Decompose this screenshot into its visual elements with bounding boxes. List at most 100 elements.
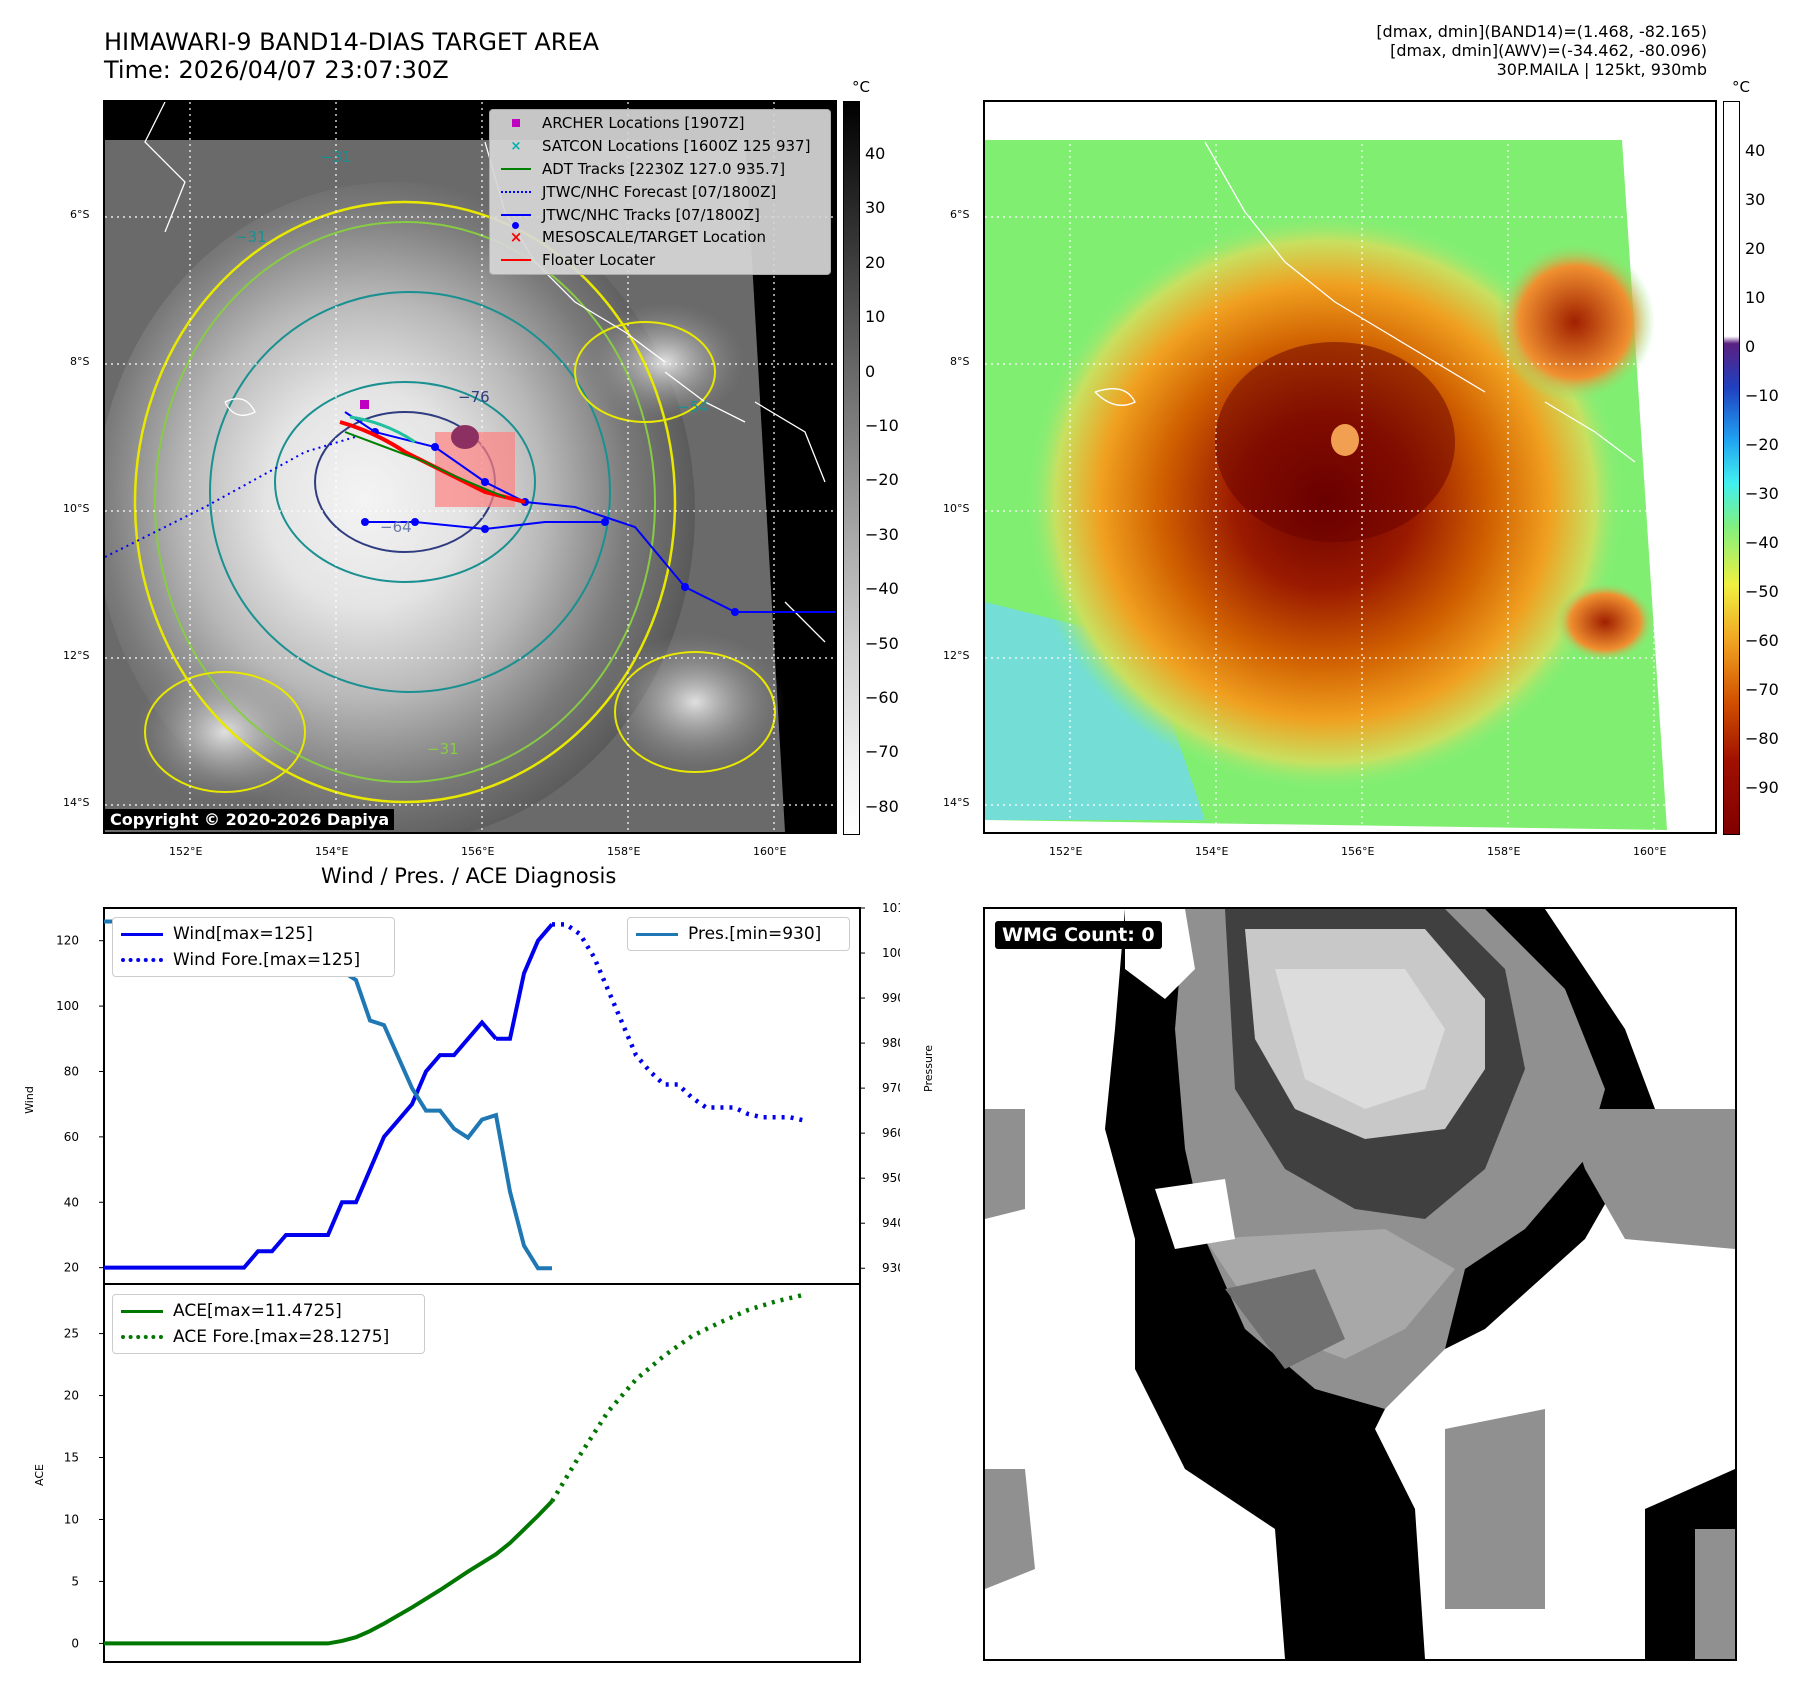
pressure-tick-label: 980 [882,1036,900,1050]
legend-item-jtwc-tracks: JTWC/NHC Tracks [07/1800Z] [490,203,830,229]
pressure-legend: Pres.[min=930] [627,917,850,951]
dotted-line-icon [490,190,542,193]
lon-tick-label: 154°E [315,845,349,858]
wind-legend: Wind[max=125] Wind Fore.[max=125] [112,917,395,977]
colorbar-tick-label: −30 [1745,484,1779,503]
diagnosis-chart: 2040608010012093094095096097098099010001… [23,901,900,1663]
figure-title: HIMAWARI-9 BAND14-DIAS TARGET AREA Time:… [104,28,599,84]
lon-tick-label: 154°E [1195,845,1229,858]
awv-map-panel [983,100,1717,834]
pressure-axis-label: Pressure [922,1045,935,1092]
ace-tick-label: 5 [71,1574,79,1588]
contour-label: −64 [380,518,412,536]
series-line-1 [496,923,554,1041]
colorbar-tick-label: 20 [865,252,886,272]
colorbar-tick-label: −40 [1745,533,1779,552]
ace-tick-label: 15 [64,1451,79,1465]
legend-item-wind: Wind[max=125] [121,921,386,947]
series-line-2 [552,922,805,1123]
ace-series-line-0 [104,1499,554,1646]
contour-label: −31 [320,148,352,166]
legend-item-pressure: Pres.[min=930] [636,921,841,947]
awv-colorbar [1723,101,1740,835]
colorbar-tick-label: −10 [865,416,899,435]
wmg-count-label: WMG Count: 0 [995,921,1162,949]
colorbar-tick-label: −10 [1745,386,1779,405]
wind-tick-label: 120 [56,934,79,948]
title-line-1: HIMAWARI-9 BAND14-DIAS TARGET AREA [104,28,600,56]
ir-legend: ARCHER Locations [1907Z] × SATCON Locati… [489,109,831,275]
wind-tick-label: 60 [64,1130,79,1144]
lat-tick-label: 10°S [63,502,90,515]
copyright-label: Copyright © 2020-2026 Dapiya [105,809,395,830]
wind-tick-label: 100 [56,999,79,1013]
lon-tick-label: 152°E [169,845,203,858]
lat-tick-label: 8°S [70,355,90,368]
wmg-image [985,909,1735,1659]
contour-label: −31 [235,228,267,246]
legend-item-floater: Floater Locater [490,249,830,272]
x-marker-icon: × [509,228,523,247]
legend-item-wind-forecast: Wind Fore.[max=125] [121,947,386,973]
awv-colorbar-unit: °C [1732,78,1750,96]
colorbar-tick-label: −40 [865,579,899,599]
dotted-line-icon [121,1335,163,1339]
colorbar-tick-label: 20 [1745,239,1766,258]
colorbar-tick-label: −30 [865,524,899,544]
colorbar-tick-label: −50 [1745,582,1779,601]
lat-tick-label: 6°S [950,208,970,221]
lat-tick-label: 14°S [63,796,90,809]
colorbar-tick-label: 40 [1745,141,1766,160]
solid-line-icon [121,1309,163,1313]
lat-tick-label: 8°S [950,355,970,368]
lon-tick-label: 152°E [1049,845,1083,858]
pressure-tick-label: 950 [882,1171,900,1185]
ace-series-line-1 [550,1292,805,1503]
legend-item-mesoscale: × MESOSCALE/TARGET Location [490,226,830,249]
stats-line-1: [dmax, dmin](BAND14)=(1.468, -82.165) [1376,22,1707,41]
lat-tick-label: 12°S [943,649,970,662]
lat-tick-label: 12°S [63,649,90,662]
ir-colorbar [843,101,860,835]
wind-tick-label: 80 [64,1064,79,1078]
ace-tick-label: 10 [64,1512,79,1526]
wind-tick-label: 40 [64,1195,79,1209]
wind-axis-label: Wind [23,1086,36,1114]
colorbar-tick-label: −20 [1745,435,1779,454]
pressure-tick-label: 970 [882,1081,900,1095]
stats-block: [dmax, dmin](BAND14)=(1.468, -82.165) [d… [1376,22,1707,79]
wmg-panel: WMG Count: 0 [983,907,1737,1661]
x-marker-icon: × [510,138,522,154]
contour-label: −76 [458,388,490,406]
pressure-tick-label: 940 [882,1216,900,1230]
colorbar-tick-label: −50 [865,633,899,653]
ace-chart: 0 5 10 15 20 25 [64,1283,861,1663]
solid-line-icon [636,932,678,936]
lon-tick-label: 160°E [1633,845,1667,858]
lon-tick-label: 158°E [1487,845,1521,858]
ir-colorbar-unit: °C [852,78,870,96]
colorbar-tick-label: −70 [1745,680,1779,699]
colorbar-tick-label: 40 [865,144,886,163]
colorbar-tick-label: −20 [865,470,899,490]
ace-tick-label: 20 [64,1389,79,1403]
colorbar-tick-label: 0 [865,361,876,381]
colorbar-tick-label: −60 [865,688,899,707]
legend-item-adt: ADT Tracks [2230Z 127.0 935.7] [490,158,830,181]
colorbar-tick-label: −70 [865,742,899,762]
lat-tick-label: 14°S [943,796,970,809]
ace-tick-label: 0 [71,1636,79,1650]
ace-plot-frame [103,1283,861,1663]
legend-item-jtwc-forecast: JTWC/NHC Forecast [07/1800Z] [490,180,830,203]
colorbar-tick-label: 10 [865,307,886,327]
pressure-tick-label: 1000 [882,946,900,960]
legend-item-ace: ACE[max=11.4725] [121,1298,416,1324]
lon-tick-label: 156°E [1341,845,1375,858]
lat-tick-label: 10°S [943,502,970,515]
colorbar-tick-label: −90 [1745,778,1779,797]
lon-tick-label: 158°E [607,845,641,858]
colorbar-tick-label: −80 [1745,729,1779,748]
lon-tick-label: 160°E [753,845,787,858]
ace-tick-label: 25 [64,1327,79,1341]
